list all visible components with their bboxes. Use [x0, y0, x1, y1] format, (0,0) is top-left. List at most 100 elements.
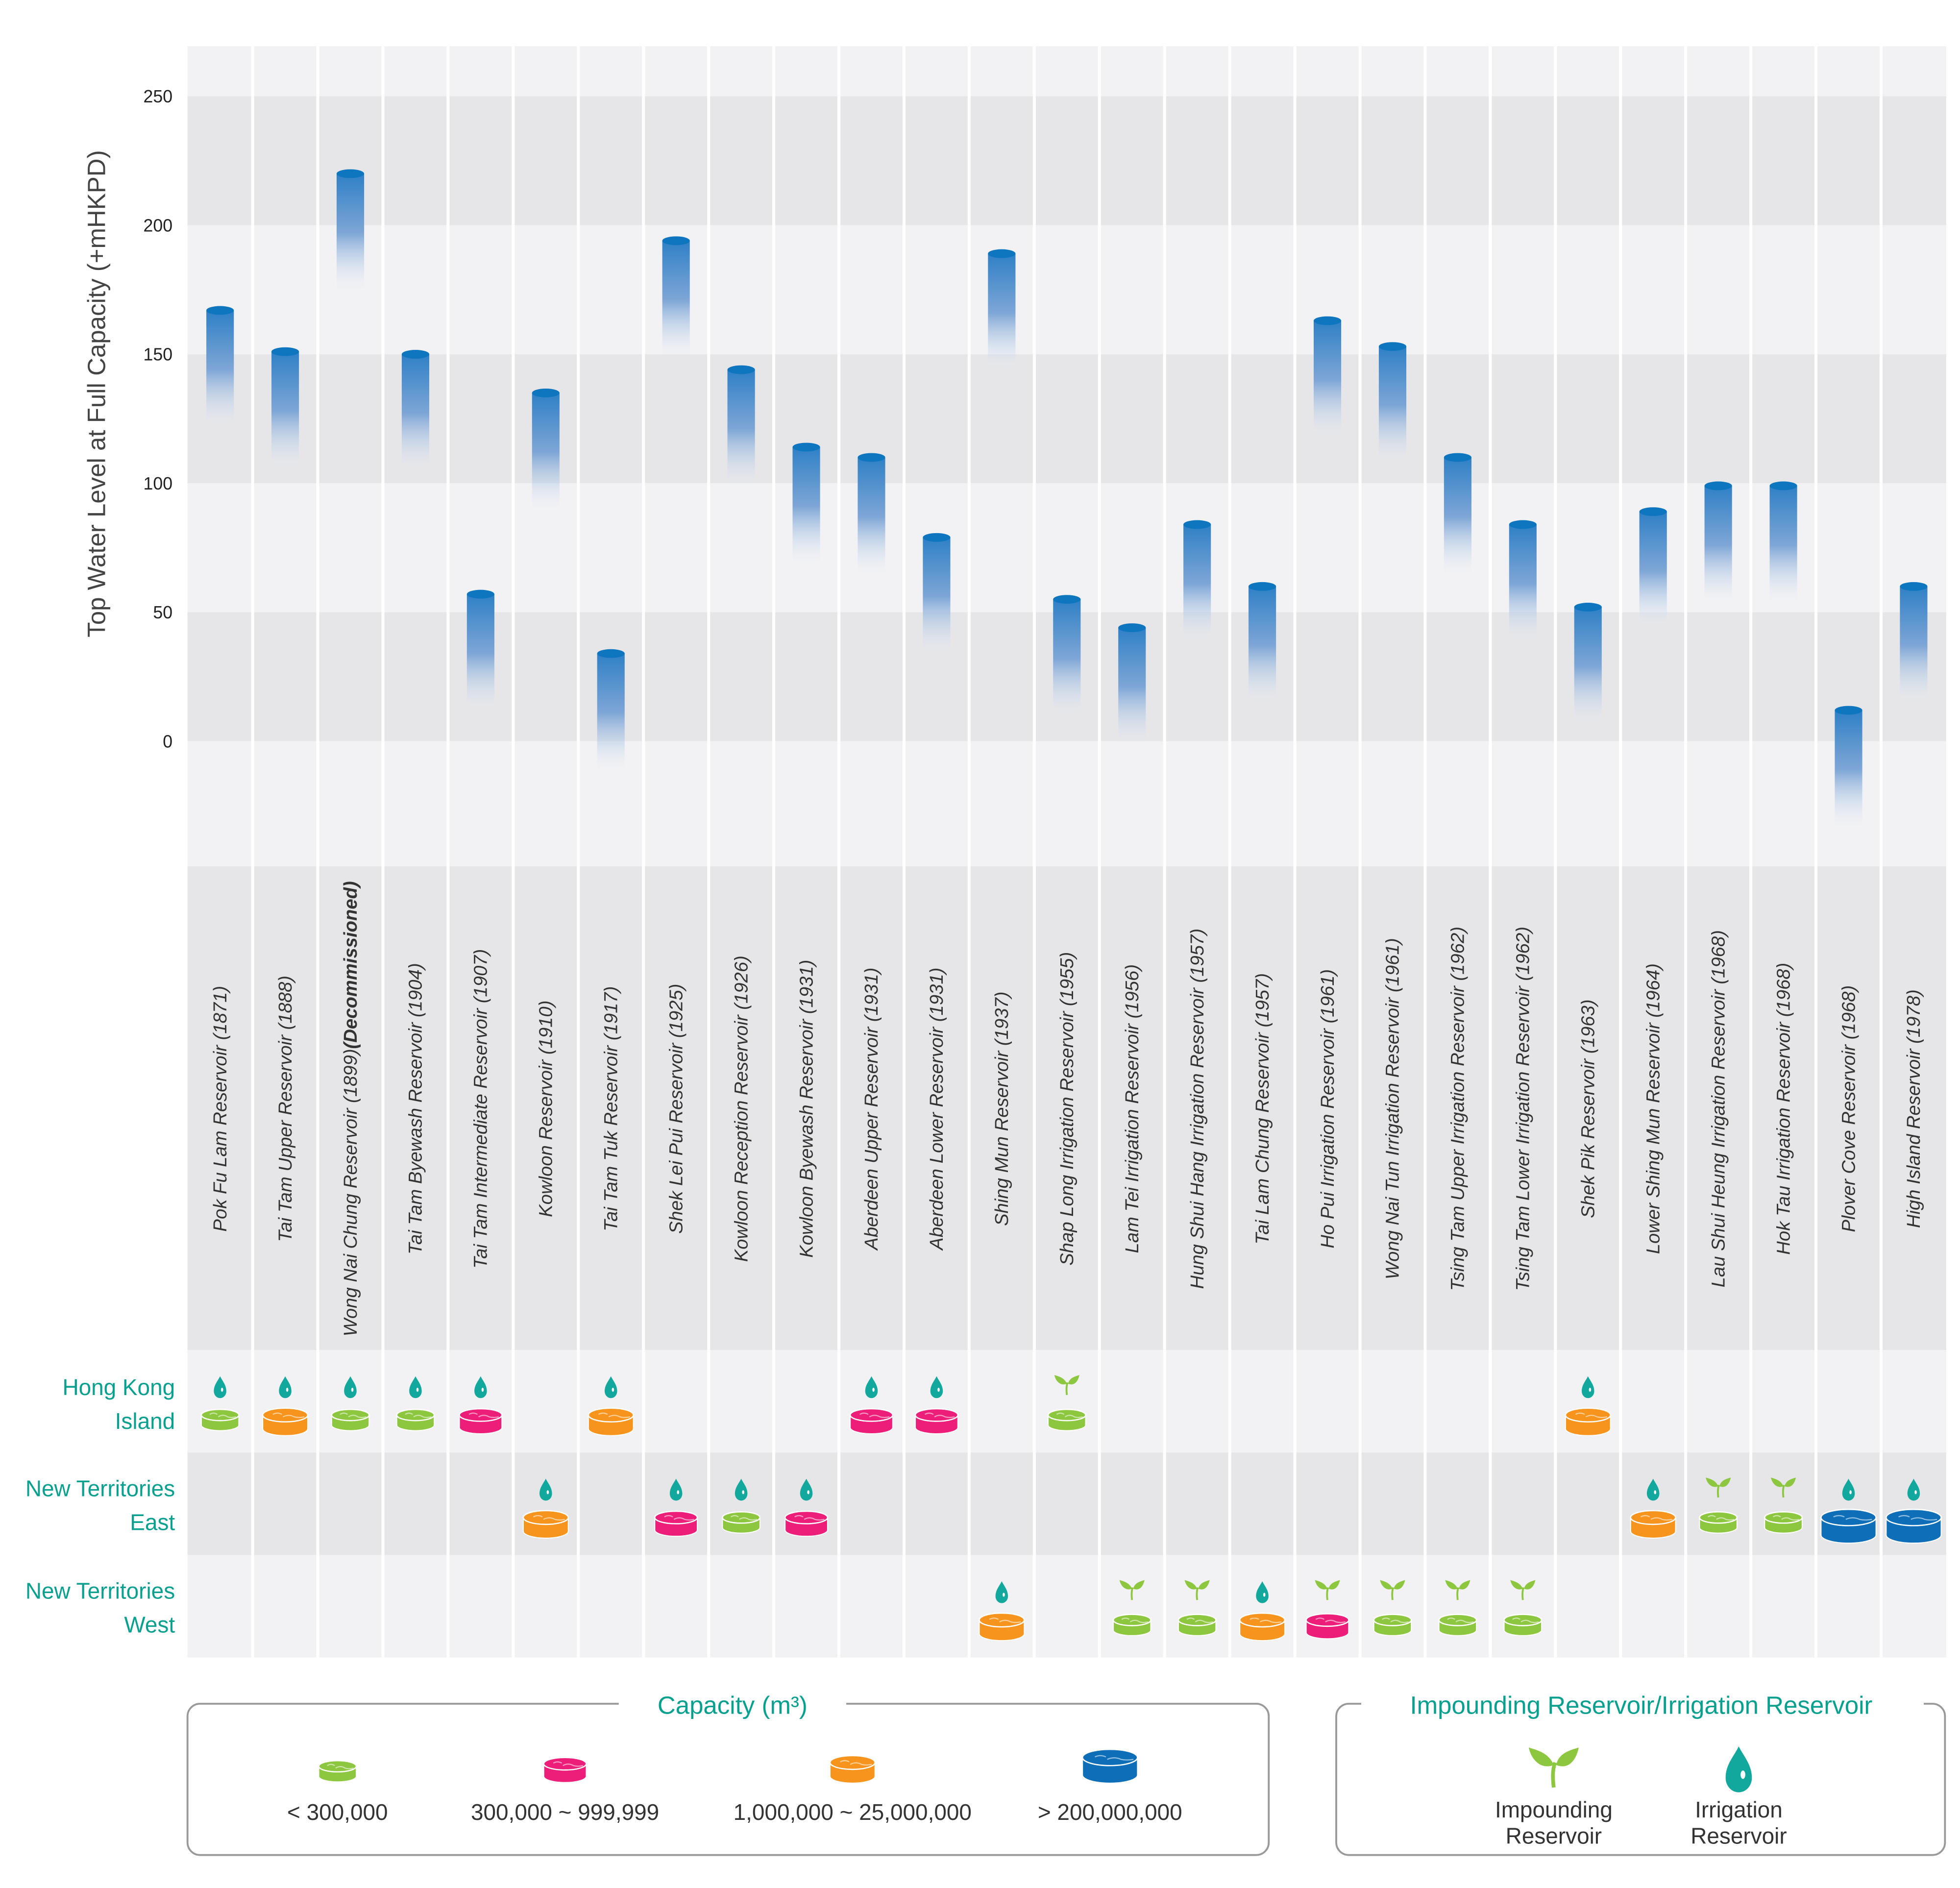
bar: [1183, 520, 1211, 643]
capacity-mid-icon: [1630, 1510, 1676, 1539]
bar: [401, 350, 430, 473]
category-label: Aberdeen Lower Reservoir (1931): [926, 968, 947, 1251]
category-label: Tai Lam Chung Reservoir (1957): [1252, 973, 1273, 1245]
irrigation-drop-icon: [409, 1376, 422, 1398]
column-divider: [1814, 46, 1818, 1658]
band: [187, 1350, 1946, 1453]
bar: [1053, 595, 1081, 718]
capacity-low-icon: [784, 1510, 829, 1537]
reservoir-marker: [522, 1478, 569, 1539]
category-label: Wong Nai Chung Reservoir (1899)(Decommis…: [340, 881, 361, 1336]
bar: [1509, 520, 1537, 643]
y-axis-label: Top Water Level at Full Capacity (+mHKPD…: [82, 150, 110, 637]
capacity-small-icon: [1047, 1408, 1086, 1431]
capacity-mid-icon: [522, 1510, 569, 1539]
capacity-huge-icon: [1886, 1509, 1942, 1544]
reservoir-marker: [459, 1376, 503, 1434]
capacity-low-icon: [849, 1408, 894, 1434]
bar: [923, 533, 951, 657]
column-divider: [1554, 46, 1557, 1658]
bar: [1639, 507, 1667, 631]
band: [187, 1555, 1946, 1658]
reservoir-marker: [1239, 1581, 1286, 1642]
category-label: Ho Pui Irrigation Reservoir (1961): [1317, 969, 1338, 1249]
bar: [792, 442, 820, 566]
irrigation-drop-icon: [539, 1478, 552, 1501]
bar: [662, 236, 690, 360]
bar: [466, 589, 494, 713]
bar: [1769, 481, 1797, 605]
reservoir-marker: [979, 1581, 1025, 1642]
capacity-legend: Capacity (m³) < 300,000 300,000 ~ 999,99…: [186, 1691, 1270, 1856]
bar: [858, 453, 885, 576]
category-label: Lower Shing Mun Reservoir (1964): [1642, 963, 1664, 1254]
irrigation-drop-icon: [344, 1376, 357, 1398]
band: [187, 225, 1946, 354]
reservoir-marker: [914, 1376, 959, 1434]
impounding-sprout-icon: [1380, 1580, 1405, 1600]
column-divider: [772, 46, 776, 1658]
column-divider: [316, 46, 319, 1658]
category-label: Lau Shui Heung Irrigation Reservoir (196…: [1708, 930, 1729, 1287]
reservoir-marker: [1047, 1375, 1086, 1431]
category-label: Hung Shui Hang Irrigation Reservoir (195…: [1187, 929, 1208, 1289]
capacity-mid-icon: [1565, 1407, 1611, 1436]
irrigation-drop-icon: [474, 1376, 487, 1398]
capacity-mid-icon: [829, 1755, 876, 1784]
reservoir-marker: [1305, 1580, 1349, 1640]
irrigation-drop-icon: [214, 1376, 226, 1398]
capacity-small-icon: [318, 1760, 357, 1783]
category-label: Tsing Tam Upper Irrigation Reservoir (19…: [1447, 927, 1469, 1291]
category-label: Shek Lei Pui Reservoir (1925): [665, 984, 686, 1234]
reservoir-marker: [1886, 1478, 1942, 1544]
y-tick-label: 250: [143, 87, 172, 106]
reservoir-marker: [331, 1376, 370, 1431]
band: [187, 741, 1946, 866]
bar: [336, 169, 365, 293]
legend-irrigation-line1: Irrigation: [1695, 1797, 1783, 1822]
band: [187, 1452, 1946, 1555]
category-label: High Island Reservoir (1978): [1903, 989, 1924, 1228]
region-ntw-line1: New Territories: [25, 1578, 175, 1604]
column-divider: [837, 46, 841, 1658]
type-legend-title: Impounding Reservoir/Irrigation Reservoi…: [1410, 1691, 1873, 1719]
category-label: Hok Tau Irrigation Reservoir (1968): [1773, 963, 1794, 1255]
y-axis-ticks: 0 50 100 150 200 250: [143, 87, 172, 751]
reservoir-marker: [722, 1478, 761, 1534]
irrigation-drop-icon: [1646, 1478, 1660, 1501]
reservoir-marker: [1373, 1580, 1412, 1636]
reservoir-marker: [396, 1376, 435, 1431]
impounding-sprout-icon: [1445, 1580, 1470, 1600]
impounding-sprout-icon: [1510, 1580, 1536, 1600]
reservoir-marker: [262, 1376, 309, 1436]
reservoir-marker: [1503, 1580, 1543, 1636]
y-tick-label: 100: [143, 474, 172, 493]
band: [187, 96, 1946, 225]
reservoir-marker: [1630, 1478, 1676, 1539]
legend-irrigation-line2: Reservoir: [1690, 1823, 1787, 1849]
column-divider: [1879, 46, 1883, 1658]
capacity-small-icon: [396, 1408, 435, 1431]
reservoir-marker: [200, 1376, 240, 1431]
reservoir-marker: [784, 1478, 829, 1537]
category-label: Tsing Tam Lower Irrigation Reservoir (19…: [1513, 927, 1534, 1291]
legend-impounding-line1: Impounding: [1495, 1797, 1613, 1822]
category-label: Tai Tam Byewash Reservoir (1904): [405, 963, 426, 1254]
irrigation-drop-icon: [995, 1581, 1008, 1603]
bar: [1835, 706, 1862, 829]
column-divider: [1032, 46, 1036, 1658]
column-divider: [577, 46, 580, 1658]
bar: [1378, 342, 1407, 466]
capacity-low-icon: [543, 1757, 587, 1783]
impounding-sprout-icon: [1184, 1580, 1210, 1600]
capacity-mid-icon: [588, 1407, 634, 1436]
category-label: Plover Cove Reservoir (1968): [1838, 985, 1859, 1232]
category-label: Lam Tei Irrigation Reservoir (1956): [1122, 964, 1143, 1253]
capacity-small-icon: [1373, 1614, 1412, 1636]
type-legend: Impounding Reservoir/Irrigation Reservoi…: [1335, 1691, 1946, 1856]
type-legend-frame: [1335, 1703, 1946, 1856]
capacity-legend-title: Capacity (m³): [658, 1691, 808, 1719]
reservoir-marker: [588, 1376, 634, 1436]
bar: [727, 365, 755, 489]
